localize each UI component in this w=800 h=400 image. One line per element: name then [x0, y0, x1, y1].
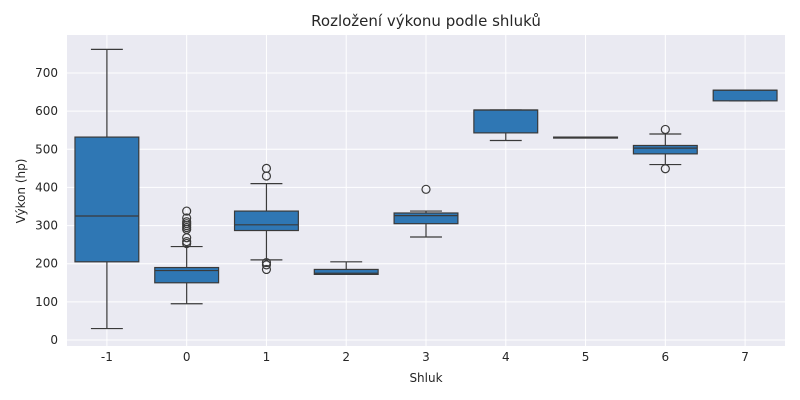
box-group-5 — [553, 136, 619, 139]
iqr-box — [74, 136, 140, 263]
y-tick-label: 200 — [35, 257, 58, 271]
iqr-box — [313, 268, 379, 275]
outlier-point — [261, 163, 272, 173]
box-group-2 — [313, 261, 379, 275]
outlier-point — [421, 184, 431, 194]
x-axis-label: Shluk — [409, 371, 442, 385]
iqr-box — [712, 89, 778, 102]
box-group-0 — [154, 206, 220, 305]
y-axis-label: Výkon (hp) — [14, 159, 28, 224]
outlier-point — [182, 217, 192, 227]
outlier-point — [660, 164, 670, 174]
iqr-box — [154, 266, 220, 284]
box-group-4 — [473, 109, 539, 142]
y-tick-label: 700 — [35, 66, 58, 80]
outlier-point — [182, 206, 192, 216]
iqr-box — [393, 212, 459, 225]
y-axis-ticks: 0 100 200 300 400 500 600 700 — [35, 66, 58, 347]
box-group-7 — [712, 89, 778, 102]
x-axis-ticks: -1 0 1 2 3 4 5 6 7 — [101, 350, 749, 364]
outlier-point — [261, 260, 272, 270]
iqr-box — [473, 109, 539, 134]
outlier-point — [261, 257, 272, 268]
y-tick-label: 500 — [35, 142, 58, 156]
box-group--1 — [74, 48, 140, 330]
box-group-6 — [632, 124, 698, 174]
x-tick-label: 2 — [342, 350, 350, 364]
y-tick-label: 100 — [35, 295, 58, 309]
x-tick-label: 4 — [502, 350, 510, 364]
x-tick-label: 1 — [263, 350, 271, 364]
y-tick-label: 400 — [35, 180, 58, 194]
x-tick-label: 3 — [422, 350, 430, 364]
x-tick-label: 7 — [741, 350, 749, 364]
iqr-box — [233, 210, 299, 232]
outlier-point — [182, 236, 192, 247]
y-tick-label: 600 — [35, 104, 58, 118]
x-tick-label: -1 — [101, 350, 113, 364]
outlier-point — [182, 213, 192, 223]
box-group-1 — [233, 163, 299, 275]
x-tick-label: 5 — [582, 350, 590, 364]
box-series — [74, 48, 778, 330]
outlier-point — [660, 124, 670, 135]
x-tick-label: 0 — [183, 350, 191, 364]
box-group-3 — [393, 184, 459, 238]
x-tick-label: 6 — [662, 350, 670, 364]
y-tick-label: 300 — [35, 219, 58, 233]
iqr-box — [632, 144, 698, 155]
outlier-point — [261, 264, 272, 275]
y-tick-label: 0 — [50, 333, 58, 347]
chart-title: Rozložení výkonu podle shluků — [311, 12, 541, 30]
